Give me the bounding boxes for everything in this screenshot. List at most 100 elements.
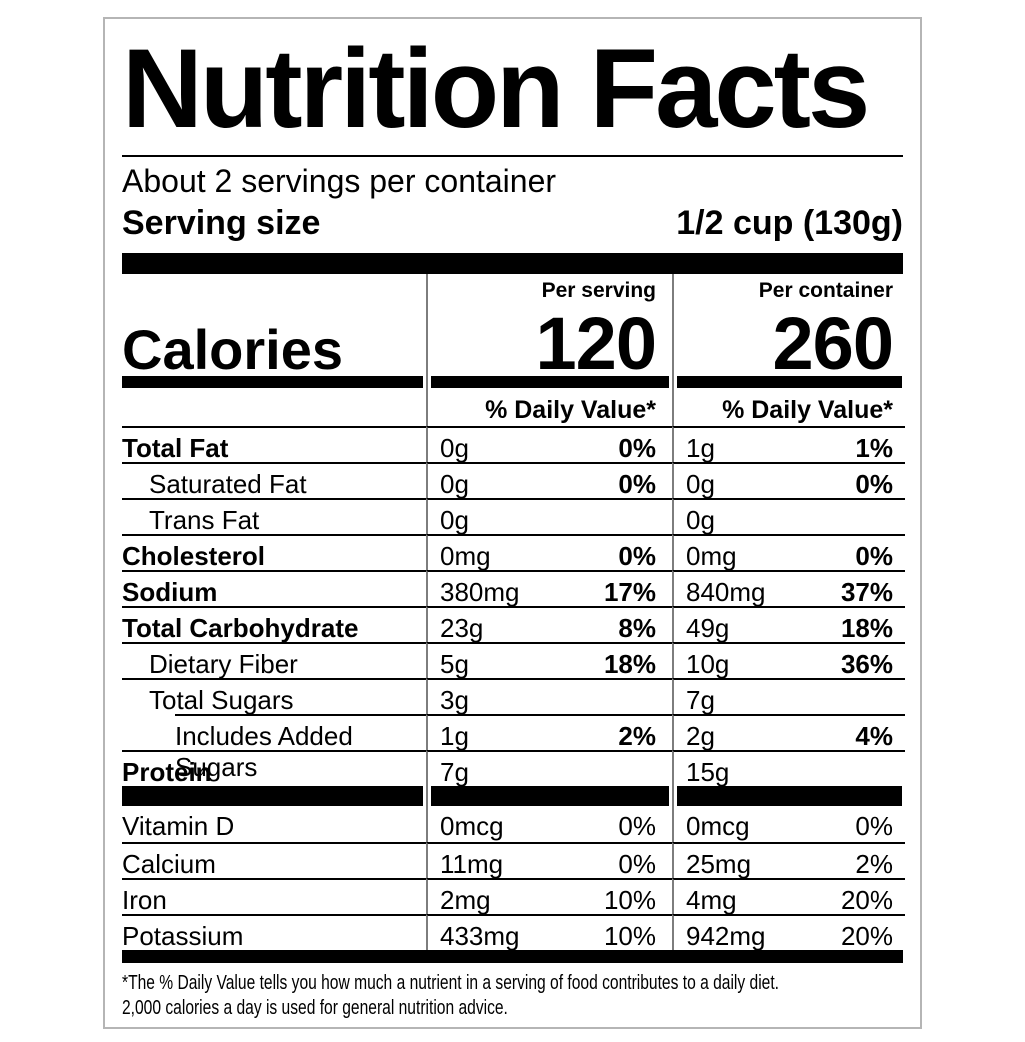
nutrient-name: Sodium bbox=[122, 577, 218, 607]
nutrient-name: Trans Fat bbox=[149, 505, 260, 535]
nutrient-name: Protein bbox=[122, 757, 212, 787]
serving-value-cell: 5g 18% bbox=[426, 642, 672, 679]
serving-value-cell: 0g 0% bbox=[426, 426, 672, 463]
serving-value-cell: 2mg 10% bbox=[426, 878, 672, 915]
serving-amount: 380mg bbox=[440, 577, 520, 607]
container-value-cell: 7g bbox=[672, 678, 905, 715]
container-dv: 4% bbox=[855, 721, 893, 751]
nutrient-name: Total Sugars bbox=[149, 685, 294, 715]
container-amount: 15g bbox=[686, 757, 730, 787]
serving-dv: 0% bbox=[618, 541, 656, 571]
nutrient-name-cell: Total Fat bbox=[122, 426, 426, 463]
container-amount: 942mg bbox=[686, 921, 766, 951]
serving-value-cell: 0mg 0% bbox=[426, 534, 672, 571]
medium-bar-container bbox=[672, 376, 905, 388]
calories-per-serving-cell: 120 bbox=[426, 304, 672, 380]
serving-value-cell: 380mg 17% bbox=[426, 570, 672, 607]
container-value-cell: 942mg 20% bbox=[672, 914, 905, 951]
nutrition-grid: Per serving Per container Calories 120 2… bbox=[122, 274, 905, 951]
serving-dv: 0% bbox=[618, 849, 656, 879]
nutrient-name: Total Fat bbox=[122, 433, 229, 463]
serving-dv: 0% bbox=[618, 811, 656, 841]
nutrient-name-cell: Saturated Fat bbox=[122, 462, 426, 499]
container-dv: 0% bbox=[855, 811, 893, 841]
serving-dv: 10% bbox=[603, 921, 656, 951]
spacer-cell bbox=[122, 388, 426, 426]
container-amount: 840mg bbox=[686, 577, 766, 607]
nutrient-name: Calcium bbox=[122, 849, 216, 879]
footnote-line-1: *The % Daily Value tells you how much a … bbox=[122, 972, 780, 994]
medium-bar-serving bbox=[426, 376, 672, 388]
title-rule bbox=[122, 155, 903, 157]
container-dv: 0% bbox=[855, 469, 893, 499]
serving-dv: 10% bbox=[603, 885, 656, 915]
serving-dv: 2% bbox=[618, 721, 656, 751]
serving-value-cell: 0g bbox=[426, 498, 672, 535]
container-value-cell: 25mg 2% bbox=[672, 842, 905, 879]
serving-amount: 0g bbox=[440, 505, 469, 535]
heavy-bar-top bbox=[122, 253, 903, 274]
label-title: Nutrition Facts bbox=[122, 26, 870, 151]
spacer-cell bbox=[122, 274, 426, 304]
container-dv: 20% bbox=[840, 921, 893, 951]
nutrient-name-cell: Vitamin D bbox=[122, 806, 426, 842]
container-value-cell: 0g bbox=[672, 498, 905, 535]
container-amount: 7g bbox=[686, 685, 715, 715]
serving-amount: 0mcg bbox=[440, 811, 504, 841]
serving-amount: 433mg bbox=[440, 921, 520, 951]
serving-value-cell: 3g bbox=[426, 678, 672, 715]
serving-size-row: Serving size 1/2 cup (130g) bbox=[122, 204, 903, 243]
nutrient-name: Potassium bbox=[122, 921, 244, 951]
container-value-cell: 10g 36% bbox=[672, 642, 905, 679]
container-value-cell: 4mg 20% bbox=[672, 878, 905, 915]
serving-value-cell: 433mg 10% bbox=[426, 914, 672, 951]
serving-amount: 0mg bbox=[440, 541, 491, 571]
container-dv: 20% bbox=[840, 885, 893, 915]
medium-bar-left bbox=[122, 786, 426, 806]
nutrient-name-cell: Dietary Fiber bbox=[122, 642, 426, 679]
serving-value-cell: 7g bbox=[426, 750, 672, 787]
container-amount: 10g bbox=[686, 649, 730, 679]
container-value-cell: 1g 1% bbox=[672, 426, 905, 463]
nutrient-name-cell: Trans Fat bbox=[122, 498, 426, 535]
nutrient-name-cell: Protein bbox=[122, 750, 426, 787]
daily-value-header-serving: % Daily Value* bbox=[426, 388, 672, 426]
nutrient-name-cell: Cholesterol bbox=[122, 534, 426, 571]
serving-value-cell: 11mg 0% bbox=[426, 842, 672, 879]
footnote-line-2: 2,000 calories a day is used for general… bbox=[122, 997, 508, 1019]
container-value-cell: 0mcg 0% bbox=[672, 806, 905, 842]
container-amount: 1g bbox=[686, 433, 715, 463]
nutrient-name: Saturated Fat bbox=[149, 469, 307, 499]
nutrient-name-cell: Total Sugars bbox=[122, 678, 426, 715]
nutrient-name: Cholesterol bbox=[122, 541, 266, 571]
nutrient-name-cell: Sodium bbox=[122, 570, 426, 607]
container-amount: 0mg bbox=[686, 541, 737, 571]
serving-dv: 0% bbox=[618, 469, 656, 499]
container-amount: 49g bbox=[686, 613, 730, 643]
container-value-cell: 840mg 37% bbox=[672, 570, 905, 607]
medium-bar-left bbox=[122, 376, 426, 388]
serving-amount: 1g bbox=[440, 721, 469, 751]
serving-amount: 0g bbox=[440, 433, 469, 463]
container-dv: 18% bbox=[840, 613, 893, 643]
container-value-cell: 2g 4% bbox=[672, 714, 905, 751]
container-dv: 36% bbox=[840, 649, 893, 679]
nutrition-facts-label: Nutrition Facts About 2 servings per con… bbox=[103, 17, 922, 1029]
serving-dv: 18% bbox=[603, 649, 656, 679]
serving-amount: 3g bbox=[440, 685, 469, 715]
calories-per-container-value: 260 bbox=[772, 301, 894, 385]
serving-amount: 11mg bbox=[440, 849, 504, 879]
nutrient-name: Iron bbox=[122, 885, 167, 915]
serving-amount: 23g bbox=[440, 613, 484, 643]
nutrient-name-cell: Calcium bbox=[122, 842, 426, 879]
container-amount: 0mcg bbox=[686, 811, 750, 841]
container-amount: 25mg bbox=[686, 849, 752, 879]
serving-value-cell: 1g 2% bbox=[426, 714, 672, 751]
nutrient-name-cell: Iron bbox=[122, 878, 426, 915]
serving-size-label: Serving size bbox=[122, 204, 321, 242]
container-dv: 2% bbox=[855, 849, 893, 879]
nutrient-name-cell: Total Carbohydrate bbox=[122, 606, 426, 643]
medium-bar-container bbox=[672, 786, 905, 806]
container-amount: 4mg bbox=[686, 885, 737, 915]
calories-label-cell: Calories bbox=[122, 304, 426, 377]
